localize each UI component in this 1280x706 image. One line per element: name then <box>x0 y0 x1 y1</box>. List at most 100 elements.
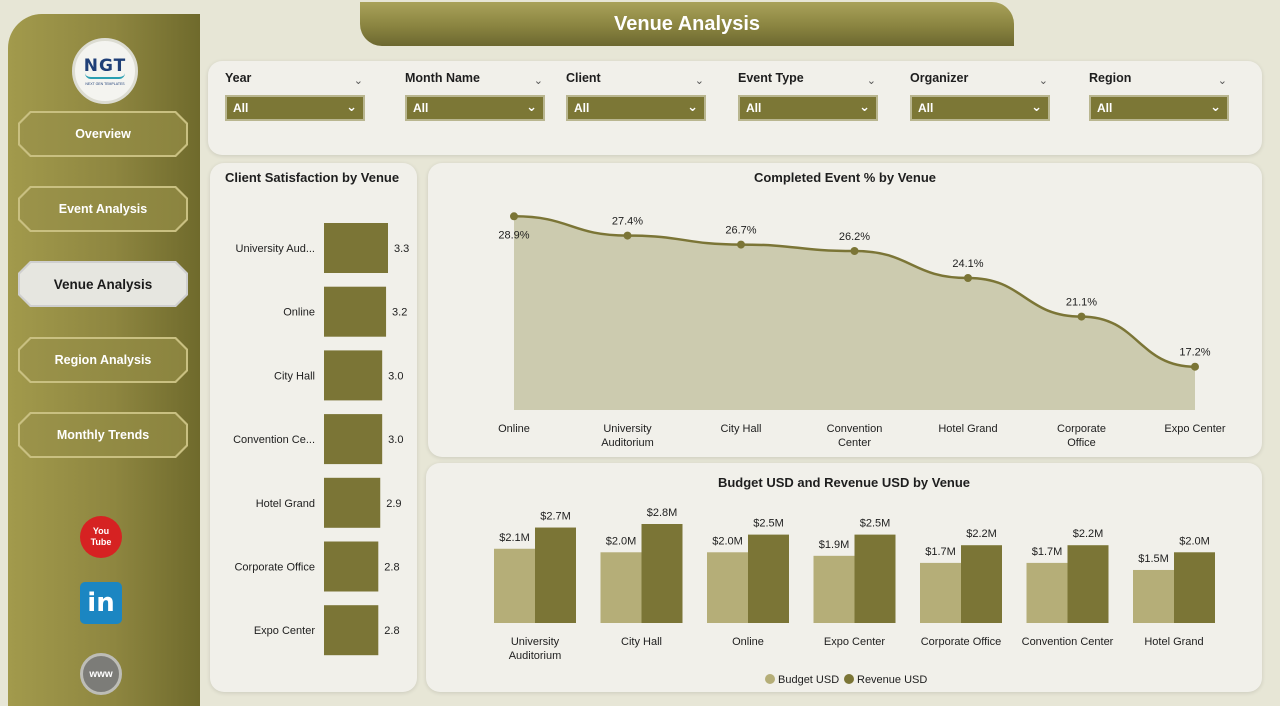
bar-category-label: Expo Center <box>254 625 315 637</box>
budget-data-label: $1.7M <box>1032 546 1063 558</box>
x-tick-label: Auditorium <box>509 650 562 662</box>
budget-data-label: $2.1M <box>499 532 530 544</box>
nav-monthly-trends-button[interactable]: Monthly Trends <box>18 412 188 458</box>
x-tick-label: City Hall <box>721 423 762 435</box>
chevron-down-icon: ⌄ <box>1031 99 1042 114</box>
filter-month-name-select[interactable]: All ⌄ <box>405 95 545 121</box>
nav-monthly-trends-label: Monthly Trends <box>20 414 186 456</box>
bar-value-label: 2.8 <box>384 562 399 574</box>
bar-value-label: 2.8 <box>384 625 399 637</box>
nav-venue-analysis-label: Venue Analysis <box>20 263 186 305</box>
revenue-bar <box>748 534 789 623</box>
chevron-down-icon[interactable]: ⌄ <box>353 75 363 87</box>
chevron-down-icon: ⌄ <box>859 99 870 114</box>
satisfaction-bar <box>324 286 387 337</box>
nav-overview-button[interactable]: Overview <box>18 111 188 157</box>
website-text: www <box>89 668 113 680</box>
completed-data-point <box>510 212 518 221</box>
chevron-down-icon[interactable]: ⌄ <box>866 75 876 87</box>
completed-event-chart: 28.9% Online 27.4% University Auditorium 26.7… <box>498 212 1226 449</box>
filter-event-type-select[interactable]: All ⌄ <box>738 95 878 121</box>
x-tick-label: Corporate <box>1057 423 1106 435</box>
nav-region-analysis-label: Region Analysis <box>20 339 186 381</box>
completed-data-label: 17.2% <box>1179 347 1210 359</box>
filter-event-type-value: All <box>746 101 762 115</box>
x-tick-label: Expo Center <box>1164 423 1225 435</box>
revenue-bar <box>1174 552 1215 623</box>
satisfaction-bar <box>324 414 383 465</box>
completed-data-point <box>1191 362 1199 371</box>
completed-area-fill <box>514 216 1195 410</box>
legend-revenue-label: Revenue USD <box>857 674 927 686</box>
nav-overview-label: Overview <box>20 113 186 155</box>
budget-revenue-title: Budget USD and Revenue USD by Venue <box>717 475 971 490</box>
nav-venue-analysis-button[interactable]: Venue Analysis <box>18 261 188 307</box>
x-tick-label: Auditorium <box>601 437 654 449</box>
bar-category-label: University Aud... <box>236 243 315 255</box>
chevron-down-icon[interactable]: ⌄ <box>1038 75 1048 87</box>
revenue-data-label: $2.7M <box>540 511 571 523</box>
filter-year-label: Year <box>225 71 252 85</box>
budget-revenue-chart: $2.1M $2.7M University Auditorium $2.0M $2.8M… <box>494 507 1215 686</box>
filter-client-select[interactable]: All ⌄ <box>566 95 706 121</box>
budget-revenue-card: Budget USD and Revenue USD by Venue $2.1… <box>426 463 1262 692</box>
completed-data-point <box>623 231 632 240</box>
chevron-down-icon: ⌄ <box>346 99 357 114</box>
chevron-down-icon[interactable]: ⌄ <box>694 75 704 87</box>
legend-revenue-marker <box>844 674 854 684</box>
logo-wave-icon <box>85 73 125 79</box>
globe-icon[interactable]: www <box>80 653 122 695</box>
client-satisfaction-chart: University Aud... 3.3 Online 3.2 City Hall 3.… <box>233 223 409 656</box>
bar-value-label: 3.0 <box>388 434 403 446</box>
youtube-icon[interactable]: You Tube <box>80 516 122 558</box>
x-tick-label: Convention <box>827 423 883 435</box>
budget-bar <box>600 552 642 623</box>
nav-region-analysis-button[interactable]: Region Analysis <box>18 337 188 383</box>
completed-data-point <box>737 240 745 249</box>
filter-year-select[interactable]: All ⌄ <box>225 95 365 121</box>
revenue-bar <box>641 524 683 623</box>
bar-category-label: Convention Ce... <box>233 434 315 446</box>
revenue-bar <box>535 527 576 623</box>
completed-event-title: Completed Event % by Venue <box>753 170 937 185</box>
filter-month-name-label: Month Name <box>405 71 480 85</box>
chevron-down-icon[interactable]: ⌄ <box>1217 75 1227 87</box>
completed-data-point <box>850 247 859 255</box>
chevron-down-icon[interactable]: ⌄ <box>533 75 543 87</box>
logo-subtitle: NEXT GEN TEMPLATES <box>85 82 125 86</box>
x-tick-label: University <box>511 636 560 648</box>
linkedin-text: in <box>87 588 115 618</box>
client-satisfaction-title: Client Satisfaction by Venue <box>225 170 400 185</box>
filter-client-label: Client <box>566 71 601 85</box>
filter-region-value: All <box>1097 101 1113 115</box>
nav-event-analysis-button[interactable]: Event Analysis <box>18 186 188 232</box>
bar-category-label: City Hall <box>274 370 315 382</box>
filter-organizer-select[interactable]: All ⌄ <box>910 95 1050 121</box>
logo-mark: NGT <box>83 56 127 76</box>
chevron-down-icon: ⌄ <box>1210 99 1221 114</box>
legend-budget-marker <box>765 674 775 684</box>
revenue-bar <box>1067 545 1109 623</box>
revenue-data-label: $2.5M <box>860 518 891 530</box>
revenue-data-label: $2.2M <box>966 528 997 540</box>
revenue-bar <box>854 534 896 623</box>
bar-value-label: 3.0 <box>388 370 403 382</box>
budget-data-label: $1.7M <box>925 546 956 558</box>
x-tick-label: Convention Center <box>1022 636 1114 648</box>
satisfaction-bar <box>324 350 383 401</box>
budget-data-label: $1.9M <box>819 539 850 551</box>
filter-year: Year ⌄ All ⌄ <box>225 71 365 121</box>
filter-month-name-value: All <box>413 101 429 115</box>
completed-data-label: 27.4% <box>612 216 643 228</box>
budget-data-label: $2.0M <box>712 535 743 547</box>
linkedin-icon[interactable]: in <box>80 582 122 624</box>
page-title: Venue Analysis <box>360 2 1014 46</box>
filter-year-value: All <box>233 101 249 115</box>
youtube-text-bottom: Tube <box>90 537 112 547</box>
x-tick-label: Expo Center <box>824 636 885 648</box>
filter-region-select[interactable]: All ⌄ <box>1089 95 1229 121</box>
legend-budget-label: Budget USD <box>778 674 839 686</box>
bar-category-label: Hotel Grand <box>256 498 315 510</box>
bar-category-label: Online <box>283 307 315 319</box>
filter-client: Client ⌄ All ⌄ <box>566 71 706 121</box>
